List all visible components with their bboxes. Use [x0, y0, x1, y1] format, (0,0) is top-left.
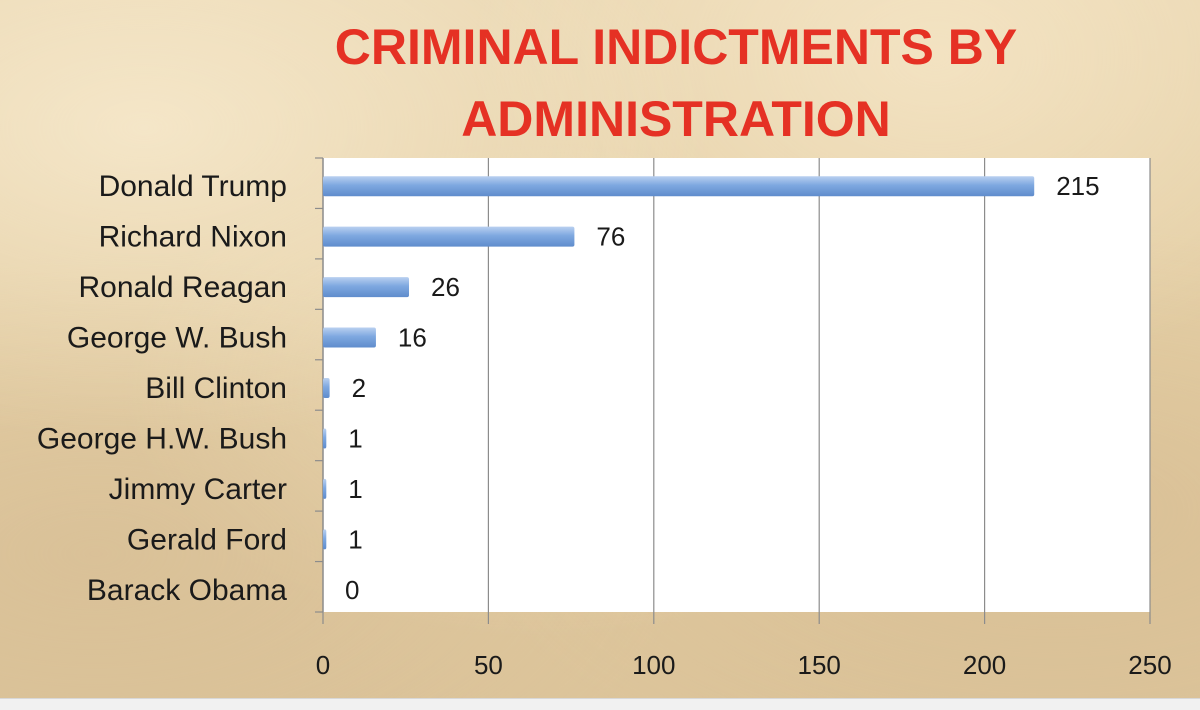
category-label: George H.W. Bush: [37, 422, 287, 455]
category-label: Ronald Reagan: [79, 271, 288, 304]
bar: [323, 478, 327, 499]
bar: [323, 277, 410, 298]
bar: [323, 529, 327, 550]
x-tick-label: 200: [963, 650, 1006, 680]
category-label: Donald Trump: [99, 170, 287, 203]
category-label: Bill Clinton: [145, 372, 287, 405]
x-tick-label: 0: [316, 650, 330, 680]
plot-area: [323, 158, 1150, 612]
bar: [323, 327, 376, 348]
footer-strip: [0, 698, 1200, 710]
category-label: Barack Obama: [87, 574, 287, 607]
gridlines: [487, 158, 1151, 612]
chart-title: CRIMINAL INDICTMENTS BY ADMINISTRATION: [335, 19, 1017, 147]
chart-title-line-2: ADMINISTRATION: [461, 91, 891, 147]
x-tick-labels: 0 50 100 150 200 250: [316, 650, 1172, 680]
chart-title-line-1: CRIMINAL INDICTMENTS BY: [335, 19, 1017, 75]
data-label: 16: [398, 323, 427, 353]
data-label: 26: [431, 272, 460, 302]
data-label: 0: [345, 575, 359, 605]
data-label: 76: [596, 222, 625, 252]
bars: [323, 176, 1035, 550]
data-label: 1: [348, 423, 362, 453]
category-label: Gerald Ford: [127, 523, 287, 556]
category-label: George W. Bush: [67, 322, 287, 355]
data-label: 1: [348, 524, 362, 554]
x-tick-label: 150: [798, 650, 841, 680]
data-label: 1: [348, 474, 362, 504]
bar: [323, 378, 330, 398]
data-label: 215: [1056, 171, 1099, 201]
bar: [323, 428, 327, 449]
category-label: Richard Nixon: [99, 221, 287, 254]
x-tick-label: 50: [474, 650, 503, 680]
x-tick-label: 100: [632, 650, 675, 680]
y-axis: [315, 157, 324, 613]
bar: [323, 176, 1035, 197]
category-labels: Donald Trump Richard Nixon Ronald Reagan Ge…: [37, 170, 287, 607]
bar: [323, 226, 575, 247]
x-axis: [322, 612, 1151, 624]
category-label: Jimmy Carter: [109, 473, 287, 506]
data-label: 2: [352, 373, 366, 403]
x-tick-label: 250: [1128, 650, 1171, 680]
